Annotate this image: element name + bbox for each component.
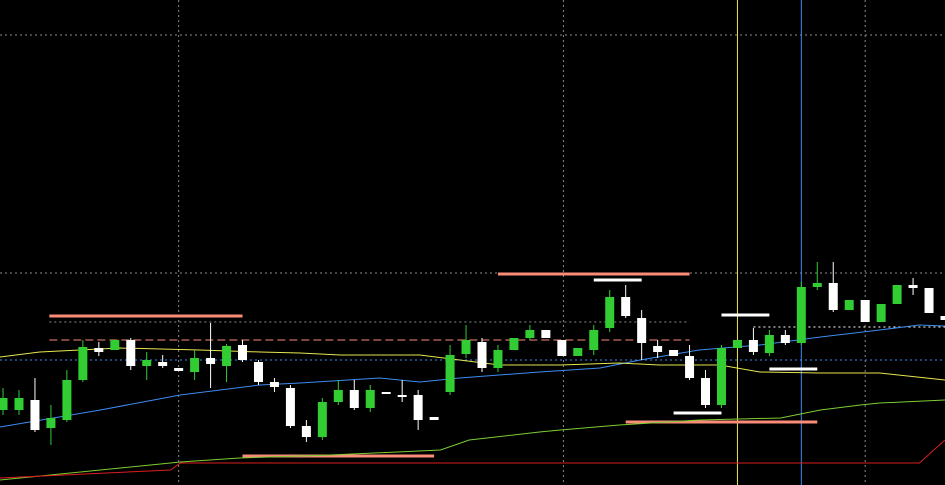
candle-body <box>206 358 216 364</box>
candle-body <box>892 285 902 304</box>
candle-body <box>860 300 870 322</box>
candle-body <box>269 382 279 387</box>
candle-body <box>461 340 471 354</box>
candle-body <box>621 297 631 316</box>
candle-body <box>445 355 455 392</box>
candle-body <box>62 380 72 420</box>
candle-body <box>285 388 295 426</box>
candle-body <box>764 335 774 353</box>
candle-body <box>748 340 758 352</box>
candle-body <box>589 330 599 350</box>
candle-body <box>780 335 790 343</box>
candle-body <box>253 362 263 382</box>
candle-body <box>716 348 726 405</box>
candle-body <box>94 348 104 352</box>
candle-body <box>46 418 56 428</box>
candle-body <box>333 390 343 402</box>
candle-body <box>557 340 567 356</box>
candle-body <box>876 304 886 322</box>
candle-body <box>429 417 439 420</box>
candle-body <box>317 402 327 437</box>
candle-body <box>701 378 711 405</box>
candle-body <box>413 395 423 420</box>
candle-body <box>525 330 535 338</box>
candle-body <box>509 338 519 350</box>
candle-body <box>158 362 168 366</box>
candle-body <box>222 346 232 366</box>
candle-body <box>30 400 40 430</box>
candle-body <box>669 350 679 356</box>
indicator-line <box>0 439 945 479</box>
candle-body <box>940 316 945 320</box>
candle-body <box>796 287 806 343</box>
indicator-line <box>0 399 945 481</box>
candle-body <box>142 360 152 366</box>
candle-body <box>477 342 487 368</box>
candle-body <box>812 283 822 287</box>
candle-body <box>397 395 407 397</box>
candle-body <box>541 330 551 338</box>
candle-body <box>573 348 583 356</box>
candle-body <box>349 390 359 408</box>
candle-body <box>0 398 8 410</box>
candle-body <box>924 288 934 313</box>
candle-body <box>301 426 311 437</box>
candle-body <box>381 392 391 394</box>
candle-body <box>238 345 248 360</box>
indicator-line <box>0 324 945 428</box>
candle-body <box>365 390 375 408</box>
candle-body <box>828 283 838 310</box>
candle-body <box>493 350 503 368</box>
candle-body <box>685 356 695 378</box>
candle-body <box>126 340 136 366</box>
candle-body <box>174 368 184 371</box>
candle-body <box>844 300 854 310</box>
candle-body <box>908 285 918 288</box>
candle-body <box>605 297 615 328</box>
candle-body <box>110 340 120 350</box>
candle-body <box>653 346 663 352</box>
candle-body <box>78 347 88 380</box>
candle-body <box>14 398 24 410</box>
candle-body <box>732 340 742 348</box>
candle-body <box>190 358 200 372</box>
candle-body <box>637 318 647 343</box>
